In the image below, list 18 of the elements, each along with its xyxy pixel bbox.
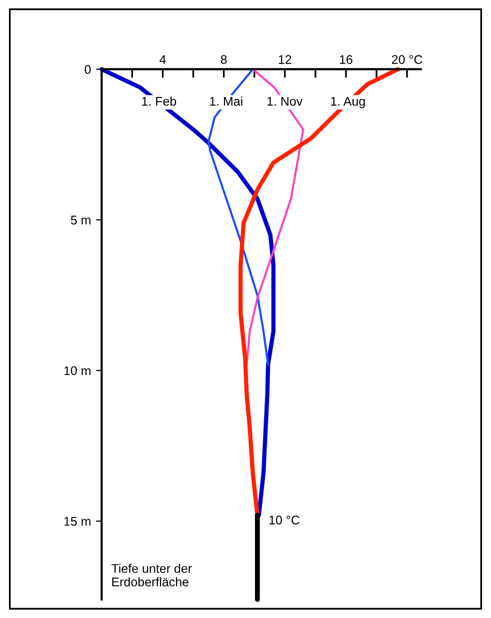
series-label: 1. Aug (331, 96, 365, 108)
y-tick-label: 15 m (64, 517, 90, 526)
line-series (207, 68, 270, 366)
x-tick-label: 4 (160, 55, 166, 64)
series-label: 1. Feb (142, 96, 176, 106)
annotation: Tiefe unter der Erdoberfläche (111, 564, 192, 586)
line-series (246, 68, 304, 366)
y-tick-label: 5 m (70, 216, 90, 225)
line-series (100, 67, 276, 518)
y-tick-label: 10 m (64, 366, 90, 376)
x-tick-label: 12 (278, 55, 292, 64)
x-tick-label: 20 °C (392, 55, 422, 64)
x-tick-label: 16 (340, 55, 352, 64)
series-label: 1. Mai (210, 96, 242, 106)
y-tick-label: 0 (84, 65, 91, 74)
series-label: 1. Nov (267, 96, 303, 106)
x-tick-label: 8 (220, 55, 227, 64)
annotation: 10 °C (269, 516, 300, 524)
